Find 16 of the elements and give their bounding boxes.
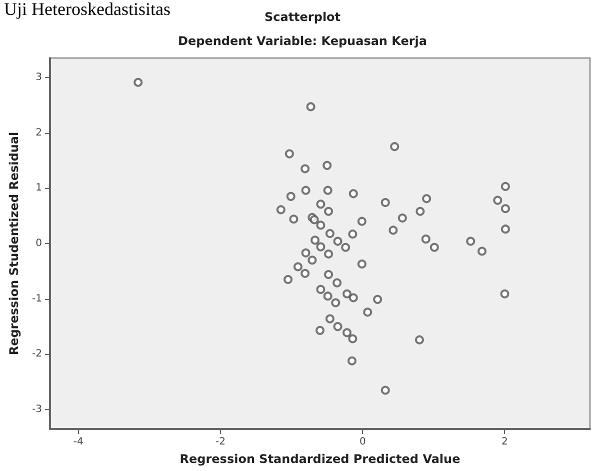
text: Uji Heteroskedastisitas <box>4 0 170 19</box>
x-tick-label: -4 <box>73 436 84 448</box>
y-tick-label: 1 <box>36 182 42 194</box>
y-axis-title: Regression Studentized Residual <box>7 132 21 356</box>
x-tick-label: -2 <box>216 436 226 448</box>
y-tick-label: 2 <box>36 127 42 138</box>
y-tick-label: 3 <box>36 72 42 83</box>
x-tick-label: 2 <box>502 436 508 448</box>
x-tick-label: 0 <box>359 436 366 448</box>
y-tick-label: -3 <box>32 404 42 416</box>
chart-subtitle: Dependent Variable: Kepuasan Kerja <box>178 34 428 48</box>
y-tick-label: 0 <box>36 238 42 249</box>
y-tick-label: -1 <box>32 293 42 304</box>
chart-title: Scatterplot <box>264 10 341 24</box>
x-axis-title: Regression Standardized Predicted Value <box>180 452 460 466</box>
y-tick-label: -2 <box>32 348 42 360</box>
